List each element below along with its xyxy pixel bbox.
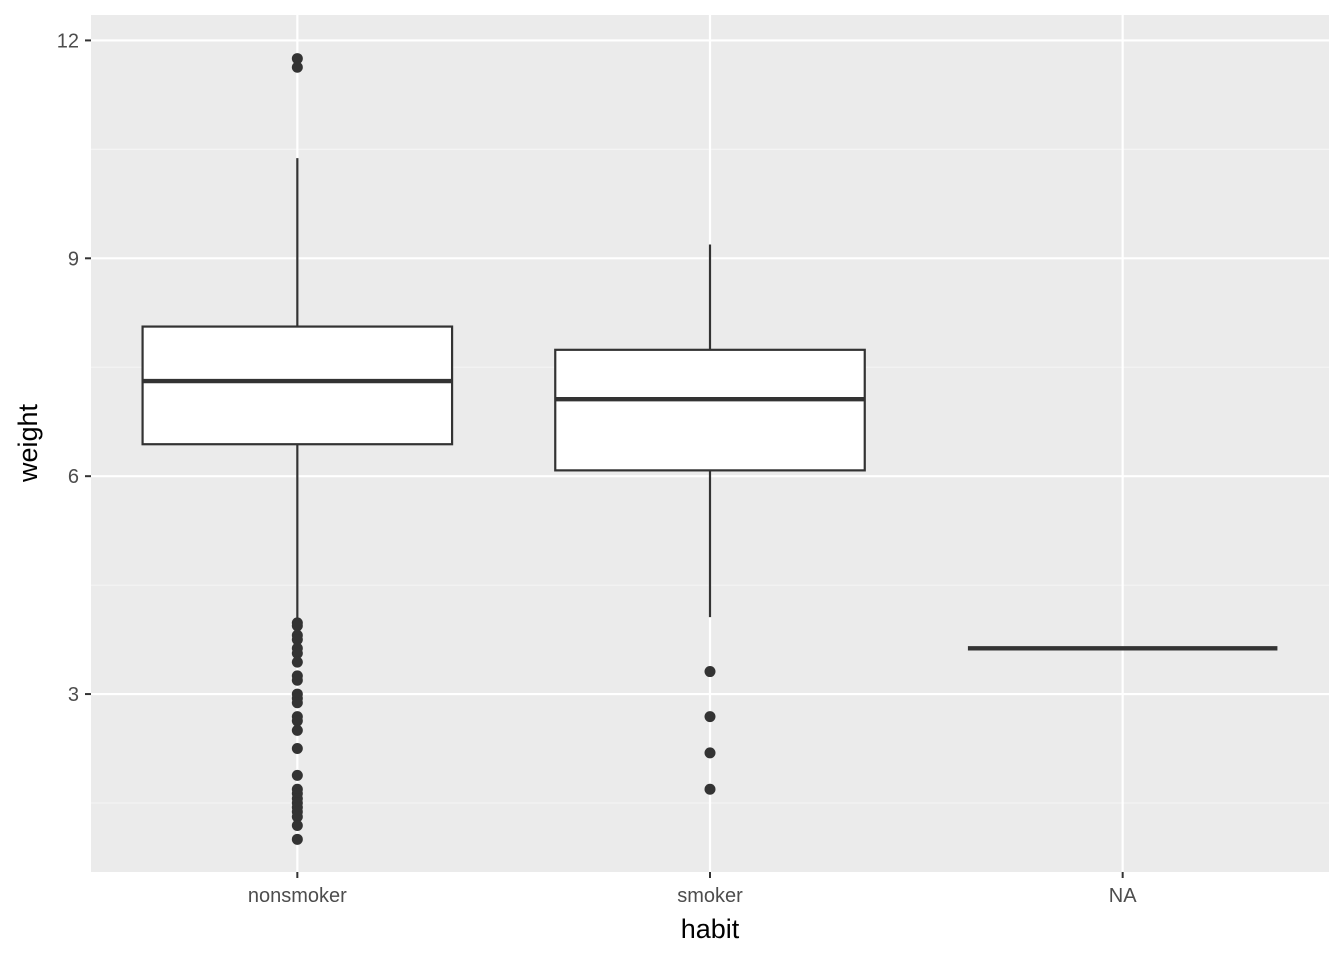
- box-group-smoker: [554, 244, 866, 795]
- x-tick-label: smoker: [677, 885, 743, 907]
- outlier-point: [291, 833, 303, 845]
- outlier-point: [704, 666, 716, 678]
- outlier-point: [291, 820, 303, 832]
- outlier-point: [291, 674, 303, 686]
- y-tick-label: 9: [68, 248, 79, 270]
- outlier-point: [291, 743, 303, 755]
- y-axis-title: weight: [13, 403, 43, 483]
- outlier-point: [291, 53, 303, 65]
- outlier-point: [291, 634, 303, 646]
- y-axis: 3 6 9 12: [57, 30, 91, 706]
- outlier-point: [291, 647, 303, 659]
- outlier-point: [704, 747, 716, 759]
- box-group-nonsmoker: [141, 53, 454, 845]
- y-tick-label: 12: [57, 30, 79, 52]
- x-axis-title: habit: [681, 914, 740, 944]
- x-axis: nonsmoker smoker NA: [248, 872, 1137, 907]
- y-tick-label: 6: [68, 466, 79, 488]
- box: [554, 348, 866, 472]
- outlier-point: [704, 783, 716, 795]
- outlier-point: [291, 724, 303, 736]
- y-tick-label: 3: [68, 684, 79, 706]
- x-tick-label: NA: [1109, 885, 1137, 907]
- x-tick-label: nonsmoker: [248, 885, 347, 907]
- outlier-point: [291, 811, 303, 823]
- outlier-point: [291, 620, 303, 632]
- outlier-point: [291, 769, 303, 781]
- outlier-point: [291, 697, 303, 709]
- outlier-point: [291, 61, 303, 73]
- outlier-point: [291, 656, 303, 668]
- outlier-point: [704, 711, 716, 723]
- box: [141, 325, 454, 446]
- box-layer: [141, 53, 1278, 845]
- outlier-point: [291, 715, 303, 727]
